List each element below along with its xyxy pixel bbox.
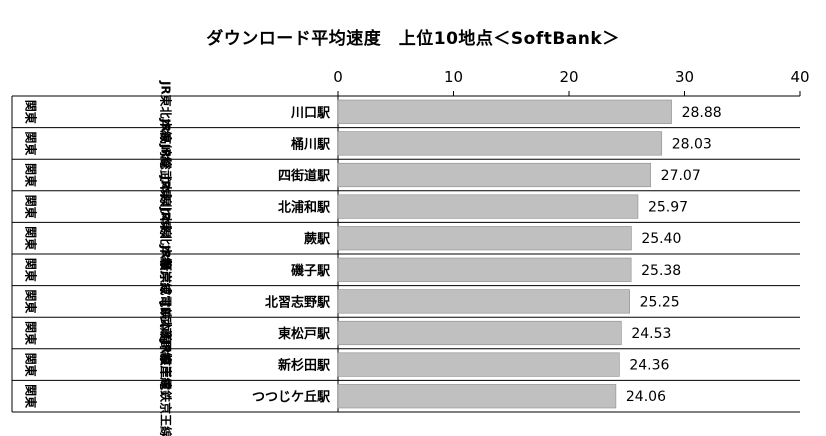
bar: [337, 194, 639, 219]
bar: [337, 226, 632, 251]
chart-title: ダウンロード平均速度 上位10地点＜SoftBank＞: [206, 29, 620, 49]
region-label: 関東: [24, 353, 39, 377]
bar: [337, 352, 620, 377]
region-label: 関東: [24, 289, 39, 313]
station-label: 四街道駅: [278, 168, 331, 184]
x-tick-label: 20: [559, 68, 578, 86]
region-label: 関東: [24, 131, 39, 155]
station-label: 桶川駅: [290, 136, 331, 152]
bar: [337, 99, 672, 124]
bar: [337, 257, 632, 282]
line-label: 京王電鉄京王線: [159, 354, 174, 436]
value-label: 24.06: [626, 389, 666, 405]
region-label: 関東: [24, 163, 39, 187]
station-label: つつじケ丘駅: [252, 390, 331, 405]
station-label: 川口駅: [290, 106, 331, 121]
x-tick-label: 40: [790, 68, 809, 86]
region-label: 関東: [24, 321, 39, 345]
x-tick-label: 10: [444, 68, 463, 86]
bar: [337, 320, 622, 346]
line-label: JR高崎線: [159, 118, 174, 169]
line-label: JR武蔵野線: [159, 301, 174, 364]
value-label: 24.36: [629, 358, 669, 374]
bar: [337, 384, 617, 409]
station-label: 蕨駅: [304, 231, 331, 247]
value-label: 24.53: [631, 326, 671, 342]
bar: [337, 131, 663, 156]
value-label: 25.40: [641, 231, 681, 247]
value-label: 25.38: [641, 263, 681, 279]
line-label: JR東北本線: [159, 80, 174, 143]
x-tick-label: 30: [675, 68, 694, 86]
region-label: 関東: [24, 384, 39, 408]
line-label: JR根岸線: [159, 244, 174, 295]
station-label: 新杉田駅: [278, 358, 331, 374]
region-label: 関東: [24, 258, 39, 282]
value-label: 28.03: [672, 136, 712, 152]
region-label: 関東: [24, 100, 39, 124]
value-label: 28.88: [682, 105, 722, 121]
line-label: JR根岸線: [159, 339, 174, 390]
station-label: 北習志野駅: [265, 294, 331, 310]
station-label: 東松戸駅: [278, 326, 331, 342]
region-label: 関東: [24, 195, 39, 219]
line-label: JR東北本線: [159, 206, 174, 269]
value-label: 27.07: [661, 168, 701, 184]
station-label: 北浦和駅: [278, 200, 331, 216]
x-tick-label: 0: [333, 68, 343, 86]
value-label: 25.97: [648, 200, 688, 216]
bar: [337, 162, 651, 188]
region-label: 関東: [24, 226, 39, 250]
bar: [337, 289, 630, 314]
line-label: JR東北本線: [159, 175, 174, 238]
value-label: 25.25: [640, 294, 680, 310]
line-label: 新京成電鉄本線: [159, 259, 174, 343]
line-label: JR総武本線: [159, 143, 174, 206]
station-label: 磯子駅: [291, 263, 331, 279]
